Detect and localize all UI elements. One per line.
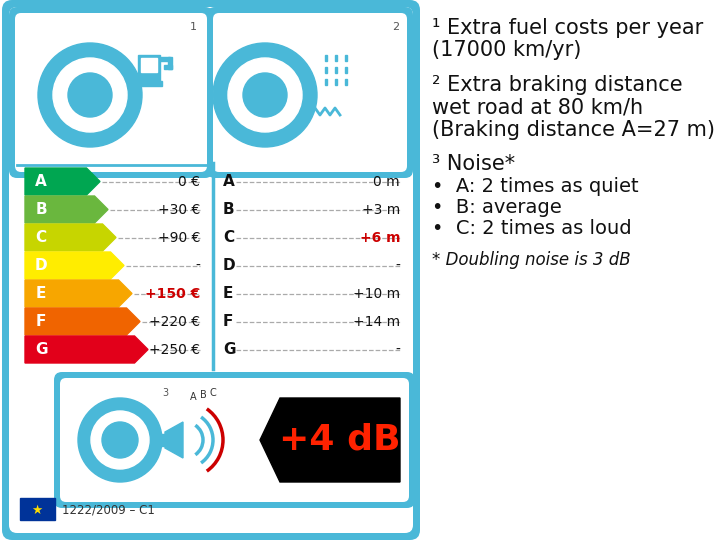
Text: B: B bbox=[200, 390, 207, 400]
Text: +6 m: +6 m bbox=[359, 231, 400, 245]
Circle shape bbox=[91, 411, 149, 469]
Text: C: C bbox=[210, 388, 217, 398]
Bar bbox=[345, 55, 347, 61]
Text: 1: 1 bbox=[190, 22, 197, 32]
Circle shape bbox=[78, 398, 162, 482]
Bar bbox=[325, 79, 327, 85]
Bar bbox=[138, 55, 160, 83]
Text: +90 €: +90 € bbox=[158, 231, 200, 245]
Bar bbox=[335, 79, 337, 85]
Bar bbox=[335, 67, 337, 73]
Text: +10 m: +10 m bbox=[353, 287, 400, 300]
Polygon shape bbox=[165, 422, 183, 458]
Polygon shape bbox=[25, 252, 124, 279]
Text: wet road at 80 km/h: wet road at 80 km/h bbox=[432, 98, 643, 118]
FancyBboxPatch shape bbox=[9, 7, 413, 533]
Text: 0 €: 0 € bbox=[178, 174, 200, 188]
Text: 0 m: 0 m bbox=[374, 174, 400, 188]
Bar bbox=[136, 81, 162, 86]
Polygon shape bbox=[260, 398, 400, 482]
Text: A: A bbox=[35, 174, 47, 189]
Text: * Doubling noise is 3 dB: * Doubling noise is 3 dB bbox=[432, 251, 631, 269]
Circle shape bbox=[38, 43, 142, 147]
Circle shape bbox=[102, 422, 138, 458]
Text: D: D bbox=[35, 258, 48, 273]
Text: •  C: 2 times as loud: • C: 2 times as loud bbox=[432, 219, 631, 238]
Text: 1222/2009 – C1: 1222/2009 – C1 bbox=[62, 503, 155, 516]
Text: G: G bbox=[223, 342, 235, 357]
Bar bbox=[168, 57, 172, 69]
Text: E: E bbox=[223, 286, 233, 301]
Bar bbox=[141, 58, 157, 72]
Bar bbox=[160, 57, 170, 61]
Bar bbox=[164, 65, 172, 69]
Text: (17000 km/yr): (17000 km/yr) bbox=[432, 40, 581, 60]
Text: E: E bbox=[36, 286, 46, 301]
Text: F: F bbox=[36, 314, 46, 329]
Text: ² Extra braking distance: ² Extra braking distance bbox=[432, 75, 683, 95]
Text: B: B bbox=[223, 202, 235, 217]
Text: -: - bbox=[195, 259, 200, 273]
Polygon shape bbox=[25, 168, 100, 195]
Text: +220 €: +220 € bbox=[149, 314, 200, 328]
Circle shape bbox=[243, 73, 287, 117]
Bar bbox=[325, 67, 327, 73]
Text: -: - bbox=[395, 259, 400, 273]
Text: ³ Noise*: ³ Noise* bbox=[432, 154, 515, 174]
Text: C: C bbox=[223, 230, 234, 245]
Polygon shape bbox=[25, 336, 148, 363]
Polygon shape bbox=[25, 224, 116, 251]
Bar bbox=[157, 434, 166, 446]
FancyBboxPatch shape bbox=[60, 378, 409, 502]
Text: 2: 2 bbox=[392, 22, 399, 32]
Text: A: A bbox=[223, 174, 235, 189]
Text: D: D bbox=[223, 258, 235, 273]
Text: ★: ★ bbox=[32, 503, 42, 516]
Text: •  B: average: • B: average bbox=[432, 198, 562, 217]
FancyBboxPatch shape bbox=[15, 13, 207, 172]
Text: G: G bbox=[35, 342, 48, 357]
FancyBboxPatch shape bbox=[213, 13, 407, 172]
Text: ¹ Extra fuel costs per year: ¹ Extra fuel costs per year bbox=[432, 18, 703, 38]
Bar bbox=[345, 67, 347, 73]
Polygon shape bbox=[25, 280, 132, 307]
FancyBboxPatch shape bbox=[207, 7, 413, 178]
Text: +4 dB: +4 dB bbox=[279, 423, 401, 457]
Bar bbox=[325, 55, 327, 61]
Bar bbox=[335, 55, 337, 61]
Text: F: F bbox=[223, 314, 233, 329]
Bar bbox=[345, 79, 347, 85]
Circle shape bbox=[53, 58, 127, 132]
Text: +250 €: +250 € bbox=[149, 342, 200, 356]
Bar bbox=[20, 498, 55, 520]
Polygon shape bbox=[25, 196, 108, 223]
Polygon shape bbox=[25, 308, 140, 335]
Text: A: A bbox=[190, 392, 197, 402]
Text: +3 m: +3 m bbox=[361, 202, 400, 217]
Text: •  A: 2 times as quiet: • A: 2 times as quiet bbox=[432, 177, 639, 196]
Circle shape bbox=[68, 73, 112, 117]
Text: +30 €: +30 € bbox=[158, 202, 200, 217]
Text: C: C bbox=[35, 230, 47, 245]
FancyBboxPatch shape bbox=[9, 7, 213, 178]
Text: 3: 3 bbox=[162, 388, 168, 398]
Circle shape bbox=[213, 43, 317, 147]
FancyBboxPatch shape bbox=[2, 0, 420, 540]
Text: B: B bbox=[35, 202, 47, 217]
Text: -: - bbox=[395, 342, 400, 356]
Text: +14 m: +14 m bbox=[353, 314, 400, 328]
FancyBboxPatch shape bbox=[54, 372, 415, 508]
Text: +150 €: +150 € bbox=[145, 287, 200, 300]
Circle shape bbox=[228, 58, 302, 132]
Text: (Braking distance A=27 m): (Braking distance A=27 m) bbox=[432, 120, 715, 140]
